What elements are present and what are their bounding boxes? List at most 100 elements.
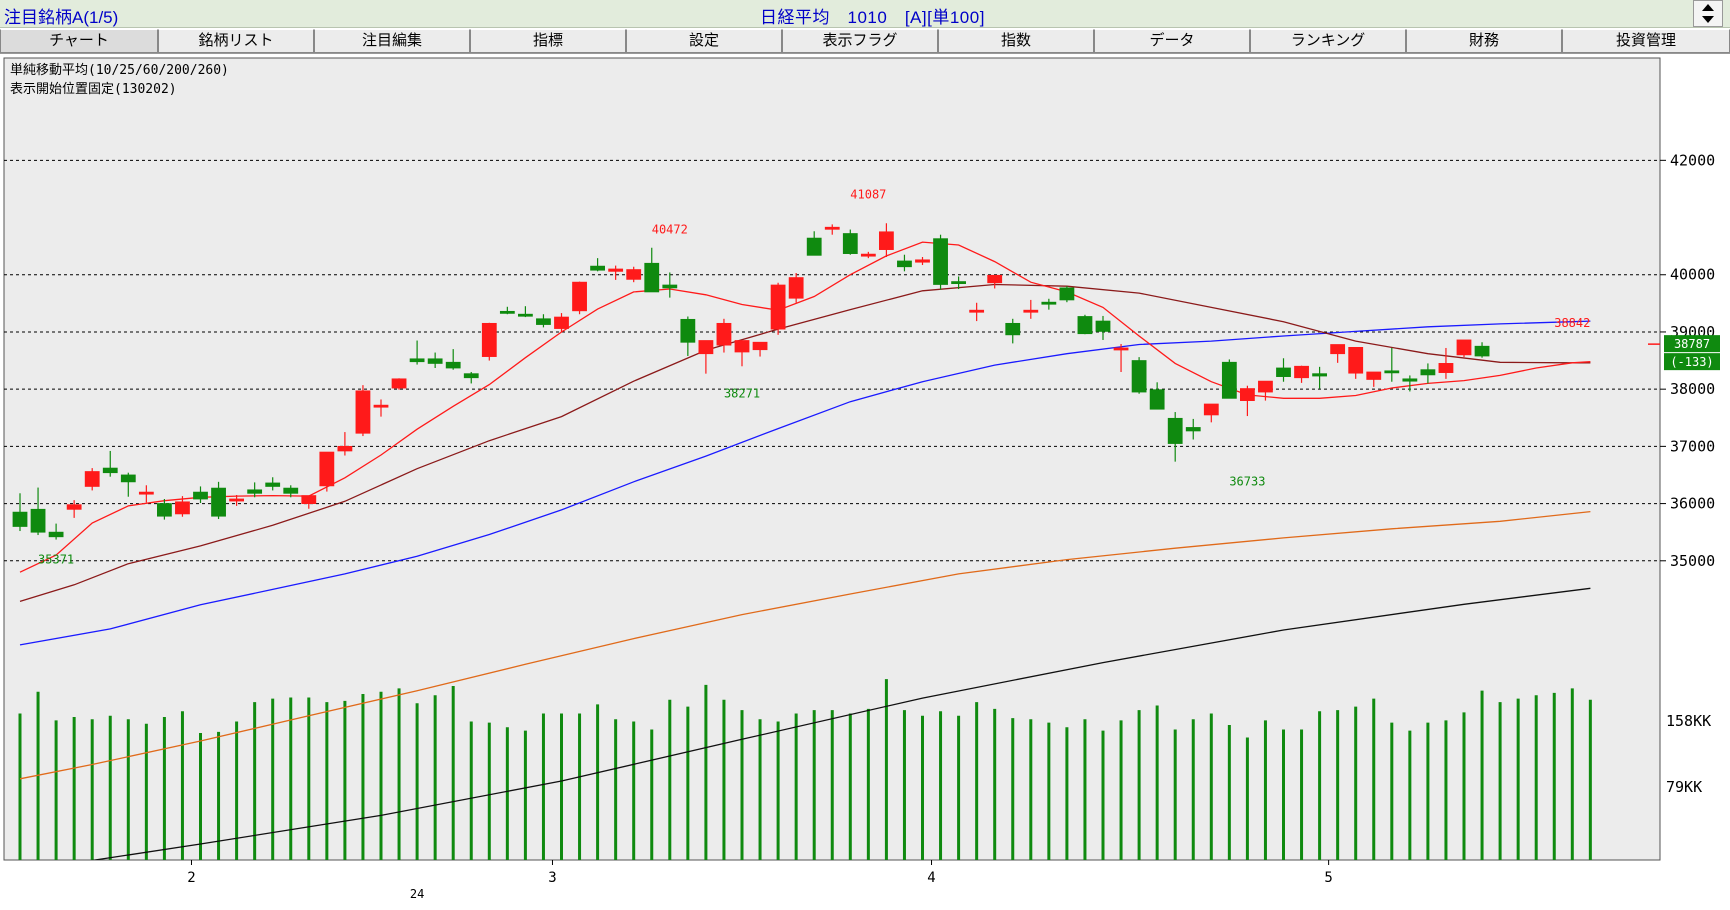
candle[interactable] (193, 486, 208, 504)
candle[interactable] (1276, 358, 1291, 382)
candle[interactable] (1258, 380, 1273, 401)
candle-body (536, 318, 551, 325)
candle[interactable] (355, 385, 371, 437)
tab-stock-list[interactable]: 銘柄リスト (158, 29, 314, 53)
candle[interactable] (1420, 363, 1436, 384)
candle[interactable] (897, 254, 912, 272)
candle[interactable] (30, 487, 46, 536)
candle[interactable] (608, 265, 624, 280)
candle[interactable] (716, 318, 732, 353)
candle[interactable] (229, 495, 245, 506)
candle[interactable] (1240, 385, 1255, 417)
candle[interactable] (518, 306, 533, 318)
candle[interactable] (662, 272, 678, 298)
candle[interactable] (120, 472, 136, 497)
candle[interactable] (409, 340, 425, 365)
candle[interactable] (590, 258, 605, 272)
tab-financials[interactable]: 財務 (1406, 29, 1562, 53)
candle[interactable] (175, 496, 190, 517)
tab-indicators[interactable]: 指標 (470, 29, 626, 53)
candle[interactable] (1474, 342, 1490, 358)
candle[interactable] (138, 485, 154, 503)
candle[interactable] (1438, 347, 1454, 379)
candle[interactable] (1330, 344, 1346, 363)
candle[interactable] (644, 247, 660, 293)
candle[interactable] (554, 313, 569, 332)
tab-display-flags[interactable]: 表示フラグ (782, 29, 938, 53)
candle[interactable] (987, 274, 1003, 289)
tab-watch-edit[interactable]: 注目編集 (314, 29, 470, 53)
candle[interactable] (824, 224, 840, 235)
candle[interactable] (1221, 359, 1237, 399)
candle[interactable] (788, 273, 804, 303)
candle[interactable] (463, 372, 479, 384)
candle[interactable] (1384, 347, 1400, 382)
tab-settings[interactable]: 設定 (626, 29, 782, 53)
candle[interactable] (933, 234, 948, 290)
candle[interactable] (301, 495, 317, 509)
candle[interactable] (1077, 314, 1093, 335)
candle[interactable] (12, 493, 28, 532)
candle[interactable] (247, 482, 263, 498)
candle[interactable] (1456, 339, 1472, 358)
candle[interactable] (806, 231, 822, 256)
candle[interactable] (1041, 298, 1057, 310)
candle[interactable] (48, 523, 64, 540)
candle[interactable] (283, 485, 299, 498)
candle[interactable] (445, 349, 461, 370)
candle[interactable] (879, 223, 894, 258)
candle[interactable] (770, 282, 786, 335)
candle[interactable] (1294, 365, 1309, 383)
arrow-up-icon[interactable] (1702, 4, 1714, 11)
page-scroll-control[interactable] (1693, 0, 1723, 27)
tab-ranking[interactable]: ランキング (1250, 29, 1406, 53)
candle[interactable] (319, 451, 335, 492)
candle[interactable] (860, 251, 876, 259)
candle[interactable] (1402, 375, 1418, 392)
candle[interactable] (373, 399, 389, 417)
candle[interactable] (915, 257, 930, 266)
candle[interactable] (391, 378, 407, 390)
candle[interactable] (1366, 371, 1382, 387)
candle[interactable] (1131, 357, 1147, 394)
tab-chart[interactable]: チャート (0, 29, 158, 53)
stock-chart[interactable]: 35000360003700038000390004000042000158KK… (0, 54, 1730, 905)
candle[interactable] (842, 229, 858, 255)
candle[interactable] (102, 450, 118, 477)
candle[interactable] (572, 281, 587, 315)
candle[interactable] (1312, 366, 1327, 389)
arrow-down-icon[interactable] (1702, 16, 1714, 23)
candle[interactable] (626, 266, 642, 283)
tab-index[interactable]: 指数 (938, 29, 1094, 53)
tab-investment-management[interactable]: 投資管理 (1562, 29, 1730, 53)
candle[interactable] (734, 340, 750, 367)
candle[interactable] (969, 302, 985, 322)
candle[interactable] (1203, 403, 1219, 423)
candle[interactable] (337, 432, 353, 456)
candle[interactable] (84, 468, 100, 491)
candle[interactable] (1149, 382, 1165, 410)
candle[interactable] (1059, 286, 1075, 303)
candle[interactable] (66, 500, 82, 518)
candle[interactable] (481, 322, 497, 361)
candle[interactable] (156, 499, 172, 520)
candle[interactable] (1095, 315, 1111, 340)
candle[interactable] (265, 477, 281, 491)
candle[interactable] (951, 276, 966, 290)
candle[interactable] (1023, 299, 1039, 319)
tab-data[interactable]: データ (1094, 29, 1250, 53)
candle[interactable] (211, 481, 226, 520)
candle[interactable] (427, 352, 443, 368)
candle[interactable] (1113, 343, 1129, 372)
candle[interactable] (1167, 412, 1183, 462)
candle[interactable] (1005, 318, 1021, 344)
candle[interactable] (752, 341, 768, 357)
candle[interactable] (698, 340, 714, 374)
candle[interactable] (499, 306, 515, 315)
candle[interactable] (1348, 346, 1364, 379)
watchlist-title[interactable]: 注目銘柄A(1/5) (4, 8, 119, 27)
candle[interactable] (680, 316, 696, 356)
candle-body (698, 340, 714, 355)
candle[interactable] (1185, 418, 1201, 440)
candle[interactable] (536, 314, 551, 328)
